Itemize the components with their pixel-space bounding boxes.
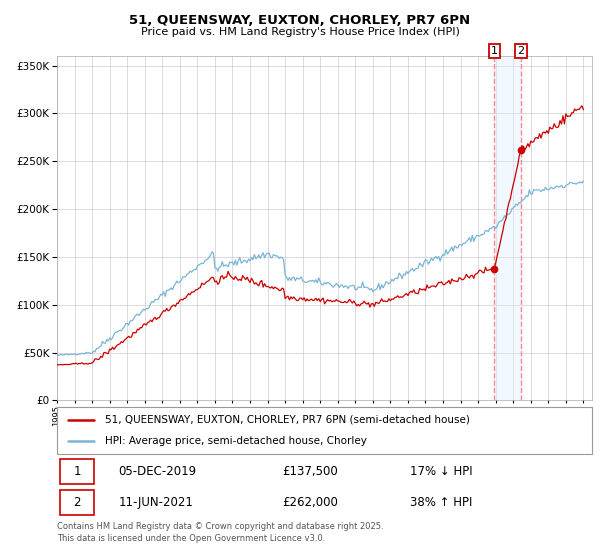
FancyBboxPatch shape [57,407,592,454]
Text: 17% ↓ HPI: 17% ↓ HPI [410,465,473,478]
Text: £262,000: £262,000 [282,496,338,509]
Text: 2: 2 [74,496,81,509]
Text: 38% ↑ HPI: 38% ↑ HPI [410,496,473,509]
Text: 05-DEC-2019: 05-DEC-2019 [119,465,197,478]
Text: 1: 1 [491,46,498,56]
Text: £137,500: £137,500 [282,465,338,478]
Text: 51, QUEENSWAY, EUXTON, CHORLEY, PR7 6PN (semi-detached house): 51, QUEENSWAY, EUXTON, CHORLEY, PR7 6PN … [105,414,470,424]
Text: HPI: Average price, semi-detached house, Chorley: HPI: Average price, semi-detached house,… [105,436,367,446]
Text: 2: 2 [517,46,524,56]
Bar [494,56,521,400]
Text: 1: 1 [74,465,81,478]
Text: 11-JUN-2021: 11-JUN-2021 [119,496,193,509]
FancyBboxPatch shape [59,491,94,515]
Text: Contains HM Land Registry data © Crown copyright and database right 2025.
This d: Contains HM Land Registry data © Crown c… [57,522,383,543]
Text: 51, QUEENSWAY, EUXTON, CHORLEY, PR7 6PN: 51, QUEENSWAY, EUXTON, CHORLEY, PR7 6PN [130,14,470,27]
FancyBboxPatch shape [59,459,94,484]
Text: Price paid vs. HM Land Registry's House Price Index (HPI): Price paid vs. HM Land Registry's House … [140,27,460,37]
